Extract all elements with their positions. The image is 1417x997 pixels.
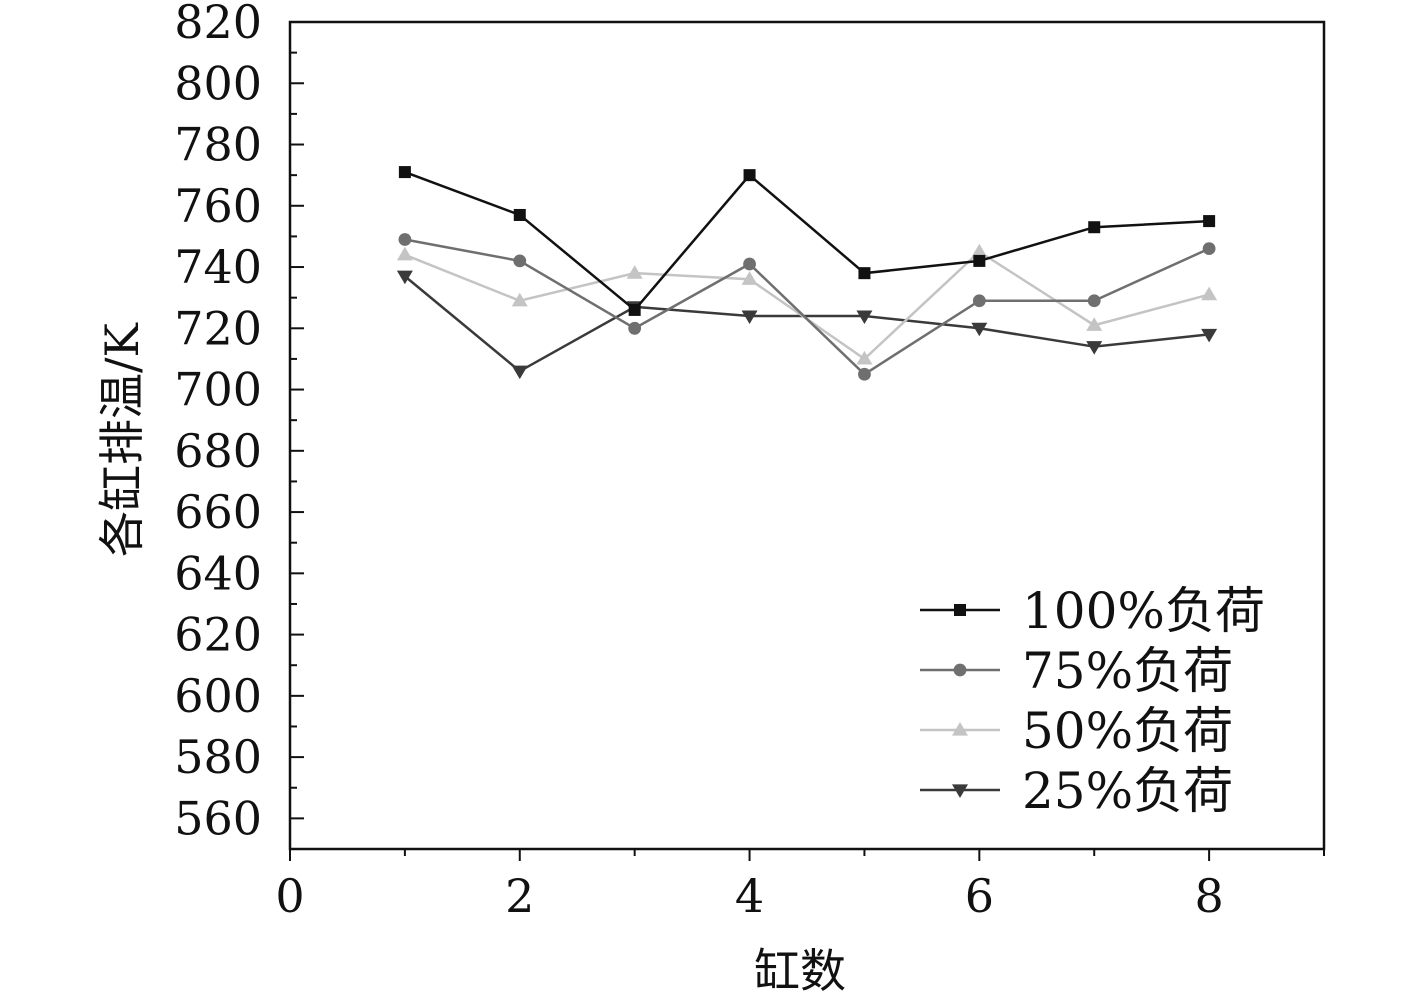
data-point bbox=[1086, 341, 1103, 355]
data-point bbox=[856, 310, 873, 325]
x-tick-label: 0 bbox=[275, 869, 304, 923]
series-triangle-down bbox=[396, 270, 1218, 380]
data-point bbox=[511, 365, 528, 380]
data-point bbox=[971, 243, 988, 258]
data-point bbox=[628, 321, 642, 335]
legend-marker bbox=[953, 663, 967, 677]
y-tick-label: 580 bbox=[174, 730, 262, 784]
legend-marker bbox=[952, 722, 968, 736]
data-point bbox=[1203, 215, 1216, 228]
y-tick-label: 760 bbox=[174, 179, 262, 233]
series-line bbox=[404, 275, 1210, 373]
y-tick-label: 740 bbox=[174, 240, 262, 294]
legend-item: 75%负荷 bbox=[920, 642, 1233, 700]
legend-marker bbox=[952, 784, 968, 798]
x-axis: 0 2 4 6 8 bbox=[275, 849, 1325, 923]
y-axis: 560 580 600 620 640 660 680 700 720 740 760 780 800 8… bbox=[174, 0, 304, 845]
data-point bbox=[626, 265, 643, 279]
data-point bbox=[1201, 286, 1218, 301]
x-tick-label: 6 bbox=[965, 869, 994, 923]
x-axis-title: 缸数 bbox=[754, 944, 846, 997]
plot-area-frame bbox=[288, 20, 1326, 851]
data-point bbox=[396, 270, 413, 285]
data-point bbox=[398, 233, 412, 246]
series-circle bbox=[398, 233, 1216, 381]
y-tick-label: 640 bbox=[174, 546, 262, 600]
data-point bbox=[1202, 242, 1216, 256]
data-point bbox=[398, 166, 411, 179]
legend-item: 25%负荷 bbox=[920, 762, 1233, 820]
data-point bbox=[973, 254, 986, 267]
x-tick-label: 2 bbox=[505, 869, 534, 923]
legend-label: 50%负荷 bbox=[1022, 702, 1233, 760]
data-point bbox=[1088, 221, 1101, 234]
data-point bbox=[396, 246, 413, 261]
series-square bbox=[398, 166, 1216, 316]
y-tick-label: 820 bbox=[174, 0, 262, 49]
data-point bbox=[971, 322, 988, 337]
data-point bbox=[743, 169, 756, 182]
y-tick-label: 720 bbox=[174, 301, 262, 355]
data-point bbox=[628, 303, 641, 316]
legend-marker bbox=[954, 604, 966, 616]
legend-label: 100%负荷 bbox=[1022, 582, 1265, 640]
data-point bbox=[741, 271, 758, 285]
data-point bbox=[513, 208, 526, 221]
data-point bbox=[856, 350, 873, 365]
data-point bbox=[972, 294, 986, 308]
x-tick-label: 8 bbox=[1194, 869, 1223, 923]
data-point bbox=[1201, 328, 1218, 343]
y-tick-label: 800 bbox=[174, 56, 262, 110]
series-line bbox=[404, 170, 1210, 312]
y-axis-title: 各缸排温/K bbox=[95, 321, 149, 556]
legend-label: 25%负荷 bbox=[1022, 762, 1233, 820]
data-point bbox=[1087, 294, 1101, 308]
y-tick-label: 600 bbox=[174, 669, 262, 723]
data-point bbox=[511, 292, 528, 307]
y-tick-label: 680 bbox=[174, 424, 262, 478]
series-line bbox=[404, 238, 1210, 376]
data-point bbox=[1086, 317, 1103, 331]
y-tick-label: 560 bbox=[174, 791, 262, 845]
legend-item: 100%负荷 bbox=[920, 582, 1265, 640]
data-point bbox=[858, 367, 871, 381]
data-point bbox=[743, 257, 756, 271]
data-point bbox=[858, 267, 871, 280]
data-point bbox=[513, 254, 527, 268]
y-tick-label: 700 bbox=[174, 363, 262, 417]
legend-label: 75%负荷 bbox=[1022, 642, 1233, 700]
y-tick-label: 660 bbox=[174, 485, 262, 539]
x-tick-label: 4 bbox=[735, 869, 764, 923]
legend-item: 50%负荷 bbox=[920, 702, 1233, 760]
y-tick-label: 780 bbox=[174, 118, 262, 172]
y-tick-label: 620 bbox=[174, 608, 262, 662]
data-point bbox=[741, 310, 758, 325]
series-layer bbox=[396, 166, 1218, 381]
